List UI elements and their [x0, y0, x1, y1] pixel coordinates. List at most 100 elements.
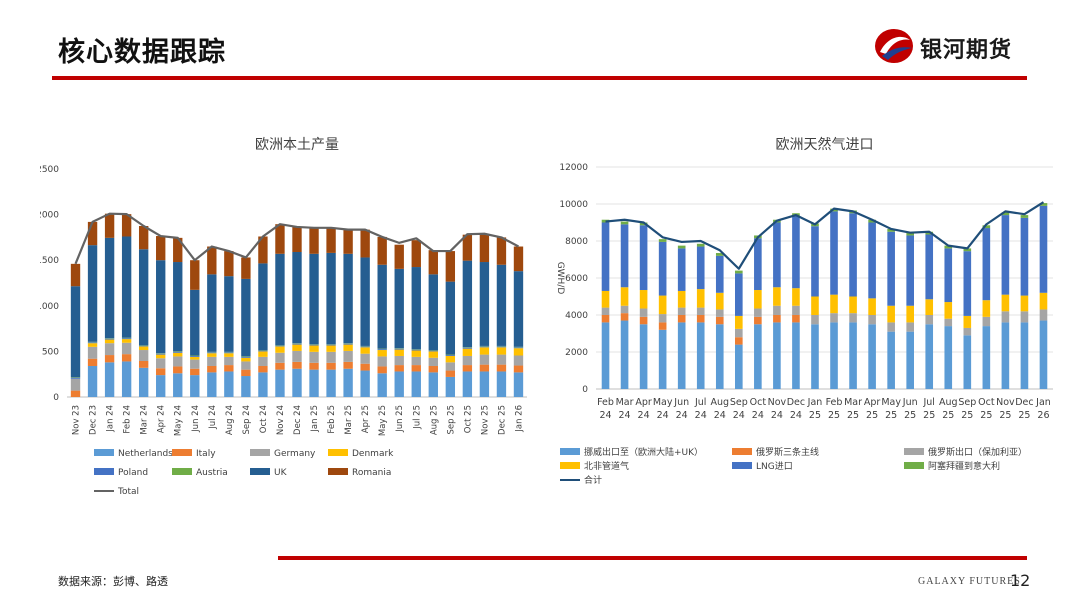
bar-segment	[394, 371, 404, 397]
bar-segment	[496, 354, 507, 365]
bar-segment	[411, 349, 421, 351]
bar-segment	[309, 253, 319, 345]
bar-segment	[462, 371, 473, 397]
x-tick-label-year: 25	[828, 410, 840, 421]
bar-segment	[428, 351, 438, 358]
brand-logo: 银河期货	[872, 26, 1042, 66]
bar-segment	[773, 222, 781, 288]
bar-segment	[925, 315, 934, 325]
legend-swatch	[904, 462, 924, 469]
x-tick-label-year: 24	[599, 410, 611, 421]
legend-label: Poland	[118, 468, 148, 478]
x-tick-label-year: 25	[847, 410, 859, 421]
bar-segment	[677, 322, 686, 389]
legend-label: 阿塞拜疆到意大利	[928, 460, 1000, 472]
bar-segment	[849, 313, 857, 323]
bar-segment	[121, 214, 132, 237]
x-tick-label-month: May	[653, 397, 673, 408]
bar-segment	[326, 252, 336, 345]
x-tick-label-month: Nov	[996, 397, 1015, 408]
bar-segment	[754, 308, 762, 317]
bar-segment	[377, 264, 387, 349]
bar-segment	[207, 365, 217, 373]
bar-segment	[121, 236, 132, 338]
x-tick-label-year: 25	[999, 410, 1011, 421]
legend-label: Germany	[274, 449, 316, 459]
bar-segment	[377, 356, 387, 367]
bar-segment	[428, 372, 438, 397]
bar-segment	[849, 213, 857, 297]
x-tick-label: Nov 23	[72, 405, 82, 435]
bar-segment	[121, 338, 132, 340]
bar-segment	[479, 233, 490, 263]
bar-segment	[620, 221, 629, 225]
bar-segment	[121, 354, 132, 362]
bar-segment	[241, 369, 251, 377]
bar-segment	[360, 347, 370, 354]
bar-segment	[309, 344, 319, 346]
x-tick-label: Nov 25	[480, 405, 490, 435]
bar-segment	[925, 299, 934, 315]
bar-segment	[70, 377, 81, 379]
bar-segment	[394, 365, 404, 372]
bar-segment	[735, 273, 743, 316]
x-tick-label-year: 25	[980, 410, 992, 421]
bar-segment	[868, 219, 876, 223]
bar-segment	[479, 371, 490, 397]
bar-segment	[309, 369, 319, 397]
x-tick-label-month: Apr	[864, 397, 881, 408]
bar-segment	[1039, 203, 1048, 206]
x-tick-label-month: Feb	[826, 397, 843, 408]
bar-segment	[394, 348, 404, 350]
x-tick-label-month: Oct	[750, 397, 767, 408]
legend-label: Austria	[196, 468, 228, 478]
x-tick-label-month: Nov	[768, 397, 787, 408]
bar-segment	[173, 237, 183, 263]
bar-segment	[601, 222, 610, 291]
bar-segment	[156, 260, 166, 354]
bar-segment	[982, 326, 991, 389]
bar-segment	[1001, 322, 1010, 389]
data-source: 数据来源：彭博、路透	[58, 575, 168, 588]
bar-segment	[620, 313, 629, 321]
legend-label: Romania	[352, 468, 391, 478]
bar-segment	[138, 226, 149, 250]
bar-segment	[138, 360, 149, 368]
bar-segment	[696, 307, 705, 315]
legend-swatch	[732, 462, 752, 469]
bar-segment	[309, 362, 319, 370]
bar-segment	[343, 229, 353, 254]
x-tick-label: Dec 24	[293, 405, 303, 435]
bar-segment	[963, 248, 972, 252]
bar-segment	[360, 353, 370, 364]
bar-segment	[830, 322, 838, 389]
bar-segment	[496, 346, 507, 348]
x-tick-label-month: Feb	[597, 397, 614, 408]
legend-swatch	[94, 468, 114, 475]
bar-segment	[258, 365, 268, 373]
bar-segment	[156, 353, 166, 355]
x-tick-label-month: Jan	[1035, 397, 1051, 408]
x-tick-label-month: Jan	[807, 397, 823, 408]
bar-segment	[1039, 320, 1048, 389]
y-tick-label: 2000	[40, 211, 59, 221]
bar-segment	[394, 268, 404, 349]
bar-segment	[1020, 215, 1029, 218]
x-tick-label-month: Aug	[939, 397, 958, 408]
bar-segment	[377, 350, 387, 357]
bar-segment	[479, 262, 490, 346]
bar-segment	[258, 350, 268, 352]
bar-segment	[173, 356, 183, 367]
bar-segment	[792, 315, 800, 323]
y-tick-label: 10000	[559, 200, 588, 210]
x-tick-label-month: Mar	[844, 397, 862, 408]
bar-segment	[1020, 217, 1029, 296]
bar-segment	[241, 278, 251, 357]
bar-segment	[156, 236, 166, 261]
chart-europe-production: 欧洲本土产量 0 500 1000 1500 2000 2500 Nov 23 Dec 23 Ja…	[40, 137, 527, 495]
x-tick-label: Aug 24	[225, 405, 235, 435]
bar-segment	[70, 378, 81, 391]
bar-segment	[677, 245, 686, 249]
bar-segment	[275, 369, 285, 397]
x-tick-label-month: Apr	[635, 397, 652, 408]
